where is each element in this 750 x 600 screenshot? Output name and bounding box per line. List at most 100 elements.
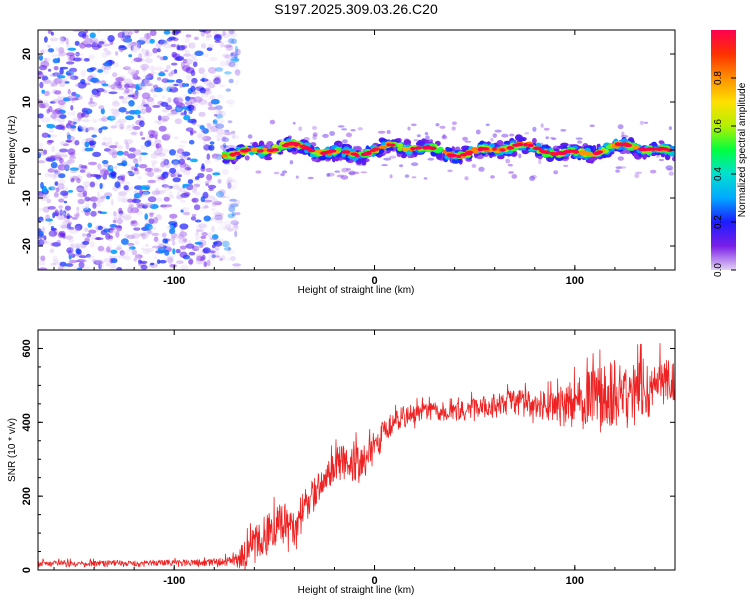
heat-speckle [230, 51, 239, 58]
heat-speckle [74, 140, 80, 146]
heat-speckle [70, 168, 78, 174]
heat-speckle [540, 123, 544, 128]
heat-speckle [191, 77, 198, 84]
heat-speckle [635, 171, 643, 174]
heat-speckle [163, 204, 173, 208]
heat-speckle [162, 95, 166, 99]
heat-speckle [52, 72, 61, 77]
heat-speckle [203, 205, 209, 209]
heat-speckle [336, 174, 344, 178]
heat-speckle [295, 175, 299, 179]
figure-title: S197.2025.309.03.26.C20 [274, 1, 438, 17]
heat-speckle [668, 171, 674, 176]
heat-speckle [639, 120, 644, 125]
heat-speckle [121, 238, 129, 246]
heat-speckle [121, 160, 128, 167]
heat-speckle [234, 53, 238, 60]
heat-speckle [292, 121, 296, 125]
heat-speckle [227, 246, 231, 251]
heat-speckle [77, 116, 81, 121]
heat-speckle [125, 125, 135, 131]
heat-speckle [424, 132, 429, 136]
heat-speckle [38, 230, 44, 237]
y-tick-label: 20 [21, 48, 33, 60]
heat-speckle [227, 178, 237, 183]
heat-speckle [211, 122, 220, 128]
heat-speckle [101, 116, 109, 122]
heat-speckle [66, 72, 72, 76]
heat-speckle [75, 211, 80, 218]
heat-speckle [208, 144, 215, 151]
heat-speckle [153, 168, 162, 173]
heat-speckle [70, 105, 74, 111]
y-tick-label: 0 [21, 147, 33, 153]
heat-speckle [66, 61, 75, 65]
signal-cell [287, 142, 294, 146]
heat-speckle [133, 109, 141, 115]
heat-speckle [218, 110, 222, 116]
heat-speckle [40, 255, 46, 262]
signal-cell [445, 146, 450, 151]
heat-speckle [416, 134, 421, 138]
heat-speckle [68, 259, 78, 264]
heat-speckle [41, 226, 46, 232]
heat-speckle [119, 174, 126, 178]
heat-speckle [130, 202, 134, 209]
heat-speckle [490, 138, 494, 142]
heat-speckle [207, 66, 217, 74]
heat-speckle [108, 148, 118, 156]
heat-speckle [117, 145, 124, 150]
heat-speckle [83, 58, 90, 62]
heat-speckle [128, 246, 136, 250]
heat-speckle [67, 190, 74, 193]
signal-cell [372, 147, 380, 151]
heat-speckle [156, 48, 161, 53]
heat-speckle [211, 234, 219, 240]
heat-speckle [75, 248, 81, 255]
heat-speckle [111, 101, 120, 107]
signal-cell [405, 150, 413, 155]
heat-speckle [113, 216, 117, 220]
heat-speckle [38, 239, 45, 246]
signal-cell [650, 152, 657, 157]
heat-speckle [128, 244, 134, 248]
heat-speckle [89, 234, 97, 241]
heat-speckle [136, 43, 142, 49]
heat-speckle [67, 57, 73, 62]
heat-speckle [130, 60, 135, 64]
heat-speckle [50, 80, 55, 88]
heat-speckle [149, 38, 155, 44]
heat-speckle [668, 126, 673, 131]
heat-speckle [151, 71, 158, 75]
heat-speckle [68, 239, 75, 243]
heat-speckle [68, 158, 73, 165]
heat-speckle [190, 131, 194, 136]
heat-speckle [140, 264, 148, 270]
heat-speckle [59, 114, 67, 119]
heat-speckle [123, 150, 129, 156]
heat-speckle [123, 267, 133, 270]
heat-speckle [153, 256, 158, 260]
heat-speckle [144, 213, 148, 220]
heat-speckle [170, 173, 176, 178]
heat-speckle [85, 255, 95, 259]
heat-speckle [207, 44, 215, 49]
heat-speckle [507, 163, 513, 167]
heat-speckle [65, 235, 74, 240]
heat-speckle [146, 32, 150, 40]
heat-speckle [112, 81, 119, 89]
heat-speckle [143, 83, 153, 87]
heat-speckle [78, 261, 85, 269]
heat-speckle [85, 202, 90, 210]
heat-speckle [221, 30, 231, 34]
heat-speckle [49, 101, 56, 104]
heat-speckle [209, 141, 215, 145]
heat-speckle [66, 213, 70, 220]
heat-speckle [85, 138, 95, 142]
heat-speckle [39, 239, 48, 244]
heat-speckle [141, 92, 151, 100]
heat-speckle [131, 207, 140, 214]
heat-speckle [75, 51, 80, 57]
heat-speckle [227, 228, 234, 232]
heat-speckle [159, 56, 166, 61]
